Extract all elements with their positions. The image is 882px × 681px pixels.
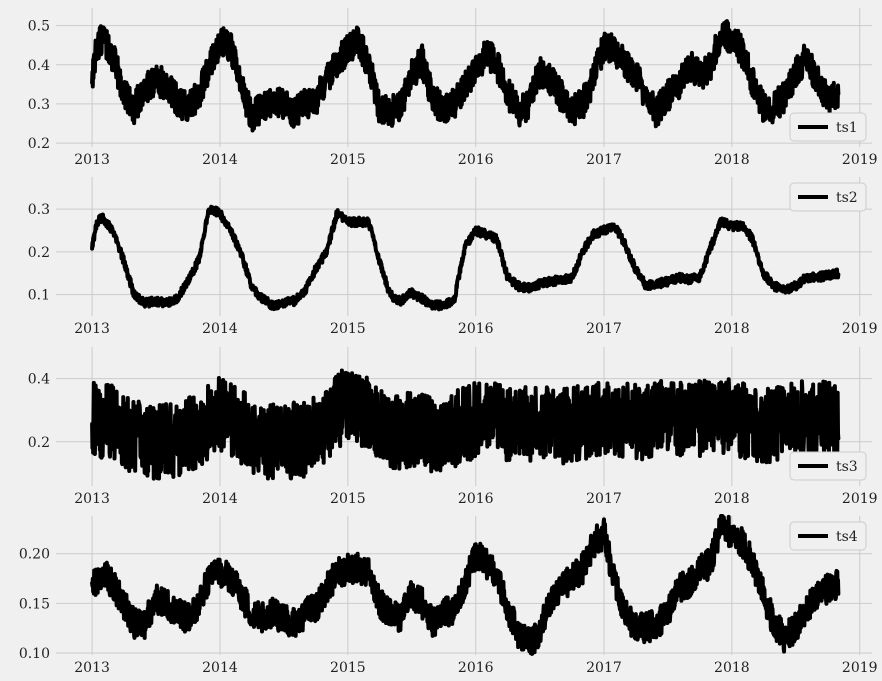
series-line-ts1 [90, 19, 841, 133]
x-tick-label: 2016 [458, 152, 494, 168]
x-tick-label: 2014 [202, 152, 238, 168]
y-tick-label: 0.10 [19, 646, 50, 662]
x-tick-label: 2016 [458, 321, 494, 337]
x-tick-label: 2014 [202, 491, 238, 507]
x-tick-label: 2014 [202, 660, 238, 676]
x-tick-label: 2018 [714, 321, 750, 337]
subplot-4: 2013 2014 2015 2016 2017 2018 2019 0.10 0.15 0.20… [19, 514, 878, 676]
y-tick-label: 0.15 [19, 596, 50, 612]
series-line-ts4 [90, 514, 841, 656]
legend: ts2 [789, 182, 867, 212]
y-tick-label: 0.2 [28, 136, 50, 152]
x-tick-label: 2018 [714, 491, 750, 507]
y-tick-label: 0.4 [28, 58, 50, 74]
y-tick-label: 0.2 [28, 435, 50, 451]
x-tick-label: 2013 [74, 321, 110, 337]
y-tick-label: 0.5 [28, 19, 50, 35]
y-tick-label: 0.1 [28, 288, 50, 304]
y-tick-label: 0.4 [28, 372, 50, 388]
y-tick-label: 0.3 [28, 202, 50, 218]
x-tick-label: 2016 [458, 491, 494, 507]
subplot-3: 2013 2014 2015 2016 2017 2018 2019 0.2 0.4 ts3 [28, 347, 878, 507]
x-tick-label: 2013 [74, 152, 110, 168]
x-tick-label: 2015 [330, 321, 366, 337]
series-line-ts3 [90, 368, 841, 481]
x-tick-label: 2019 [842, 660, 878, 676]
x-tick-label: 2015 [330, 152, 366, 168]
x-tick-label: 2013 [74, 491, 110, 507]
x-tick-label: 2019 [842, 321, 878, 337]
legend-label: ts1 [836, 120, 858, 136]
x-tick-label: 2017 [586, 491, 622, 507]
legend: ts3 [789, 451, 867, 481]
series-line-ts2 [90, 204, 841, 312]
x-tick-label: 2014 [202, 321, 238, 337]
subplot-1: 2013 2014 2015 2016 2017 2018 2019 0.2 0.3 0.4 0.5… [28, 8, 878, 168]
legend-label: ts3 [836, 459, 858, 475]
x-tick-label: 2017 [586, 152, 622, 168]
y-tick-label: 0.2 [28, 245, 50, 261]
x-tick-label: 2018 [714, 152, 750, 168]
x-tick-label: 2019 [842, 152, 878, 168]
legend: ts4 [789, 521, 867, 551]
legend: ts1 [789, 112, 867, 142]
x-tick-label: 2015 [330, 491, 366, 507]
x-tick-label: 2016 [458, 660, 494, 676]
subplot-2: 2013 2014 2015 2016 2017 2018 2019 0.1 0.2 0.3 ts2 [28, 177, 878, 337]
x-tick-label: 2013 [74, 660, 110, 676]
x-tick-label: 2017 [586, 660, 622, 676]
legend-label: ts2 [836, 190, 858, 206]
x-tick-label: 2018 [714, 660, 750, 676]
x-tick-label: 2015 [330, 660, 366, 676]
y-tick-label: 0.20 [19, 547, 50, 563]
y-tick-label: 0.3 [28, 97, 50, 113]
x-tick-label: 2019 [842, 491, 878, 507]
x-tick-label: 2017 [586, 321, 622, 337]
legend-label: ts4 [836, 529, 858, 545]
